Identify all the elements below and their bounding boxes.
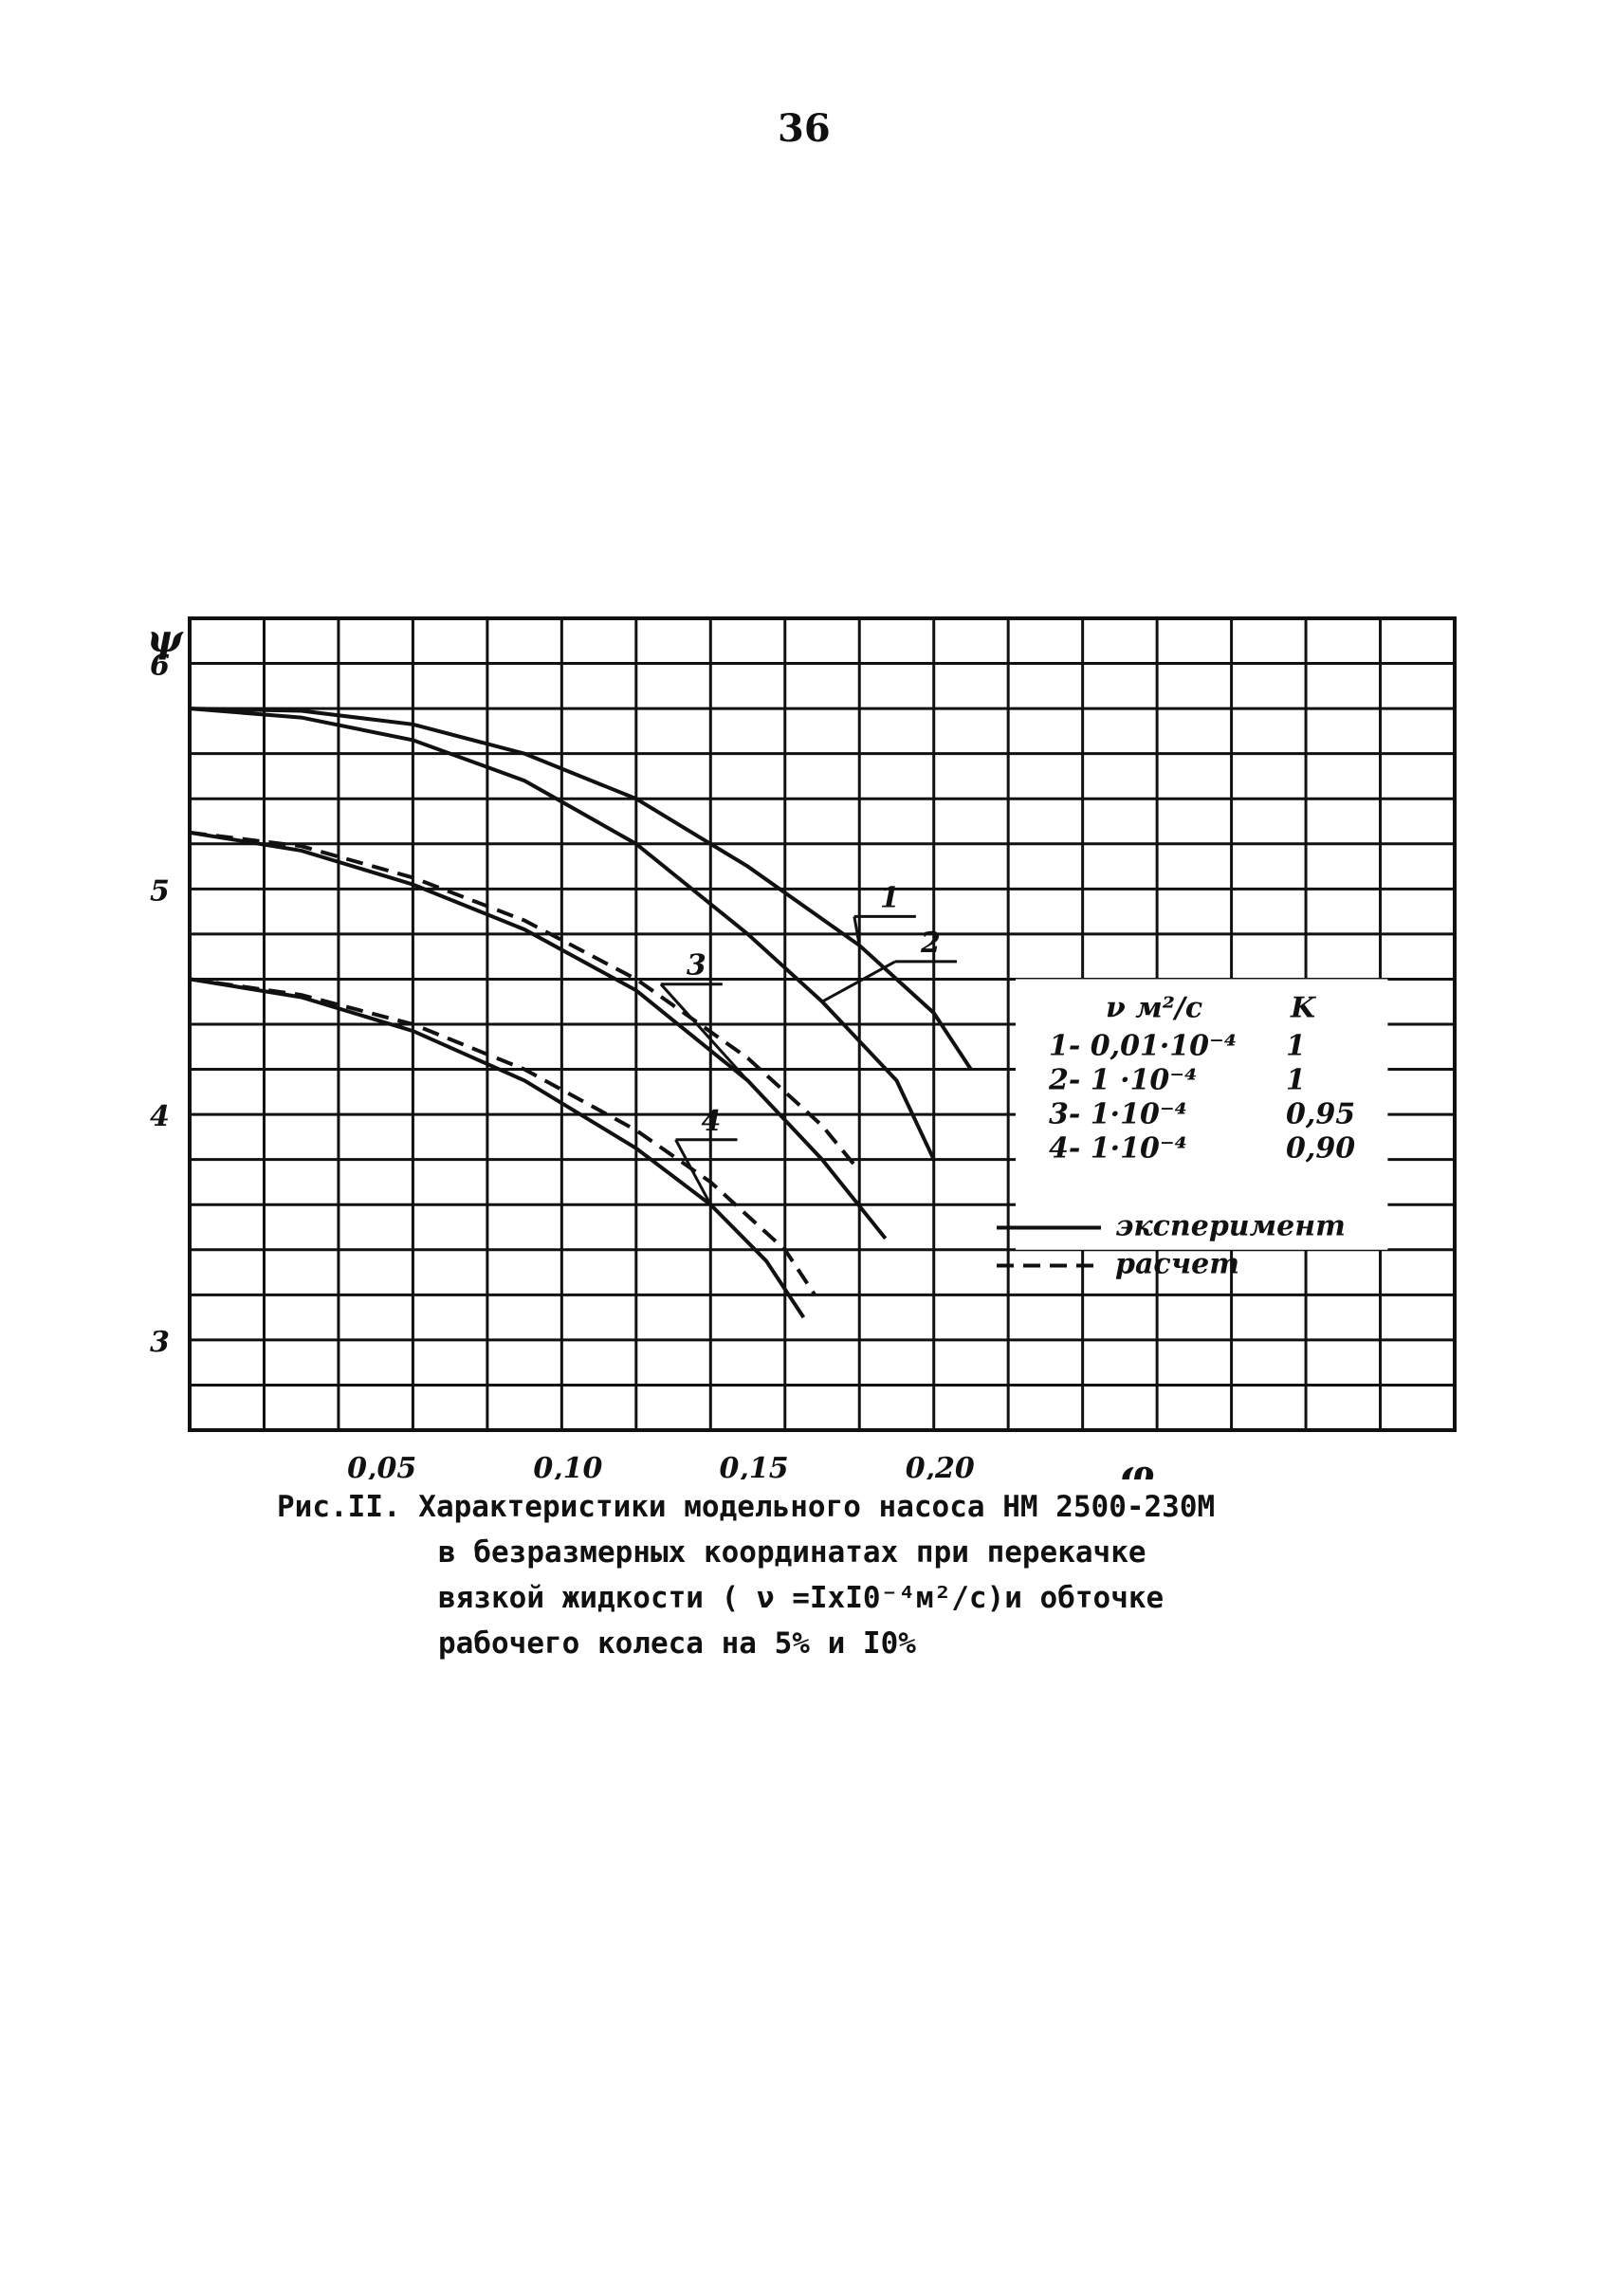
- legend-row-k: 0,95: [1286, 1097, 1355, 1130]
- legend-row-k: 1: [1286, 1029, 1306, 1062]
- y-tick-label: 4: [150, 1100, 170, 1133]
- series-line-4-dashed: [189, 977, 816, 1296]
- x-tick-label: 0,15: [720, 1452, 789, 1479]
- plot-frame: [188, 616, 1457, 1432]
- page-number: 36: [778, 106, 831, 151]
- curve-leader-1: [853, 916, 861, 946]
- legend-background: [1016, 979, 1388, 1250]
- figure-caption: Рис.II. Характеристики модельного насоса…: [277, 1484, 1215, 1666]
- x-tick-label: 0,05: [347, 1452, 416, 1479]
- legend-header-viscosity: ν м²/с: [1106, 991, 1202, 1024]
- series-line-3-solid: [189, 830, 888, 1240]
- legend-row-viscosity: 4- 1·10⁻⁴: [1049, 1131, 1187, 1165]
- series-line-3-dashed: [189, 830, 861, 1172]
- curve-leader-2: [821, 960, 896, 1003]
- legend-header-k: K: [1290, 991, 1317, 1024]
- y-tick-label: 3: [150, 1326, 170, 1359]
- x-axis-label: φ: [1120, 1452, 1154, 1479]
- legend-style-label: расчет: [1115, 1247, 1239, 1280]
- y-tick-label: 5: [150, 874, 170, 908]
- curve-label-1: 1: [880, 881, 900, 914]
- curve-label-4: 4: [702, 1105, 722, 1138]
- series-line-1-solid: [189, 707, 973, 1071]
- x-tick-label: 0,10: [533, 1452, 602, 1479]
- caption-line-2: в безразмерных координатах при перекачке: [438, 1535, 1146, 1570]
- legend-style-label: эксперимент: [1115, 1209, 1346, 1242]
- series-line-2-solid: [189, 707, 936, 1161]
- y-axis-label: ψ: [147, 616, 184, 661]
- chart-series: [189, 707, 973, 1319]
- legend-row-k: 0,90: [1286, 1131, 1355, 1165]
- legend-row-k: 1: [1286, 1063, 1306, 1096]
- x-tick-label: 0,20: [906, 1452, 975, 1479]
- y-tick-label: 6: [150, 650, 170, 683]
- curve-leader-3: [659, 983, 749, 1082]
- legend-row-viscosity: 3- 1·10⁻⁴: [1049, 1097, 1187, 1130]
- caption-line-3: вязкой жидкости ( ν =IxI0⁻⁴м²/с)и обточк…: [438, 1581, 1165, 1615]
- curve-label-2: 2: [920, 927, 941, 960]
- legend-row-viscosity: 2- 1 ·10⁻⁴: [1048, 1063, 1197, 1096]
- legend-row-viscosity: 1- 0,01·10⁻⁴: [1049, 1029, 1237, 1062]
- chart-frame: [188, 616, 1457, 1432]
- caption-line-1: Рис.II. Характеристики модельного насоса…: [277, 1490, 1216, 1524]
- legend-box: [1016, 979, 1388, 1250]
- curve-label-3: 3: [687, 949, 706, 983]
- series-line-4-solid: [189, 977, 806, 1319]
- curve-leader-4: [674, 1139, 712, 1205]
- caption-line-4: рабочего колеса на 5% и I0%: [438, 1626, 916, 1661]
